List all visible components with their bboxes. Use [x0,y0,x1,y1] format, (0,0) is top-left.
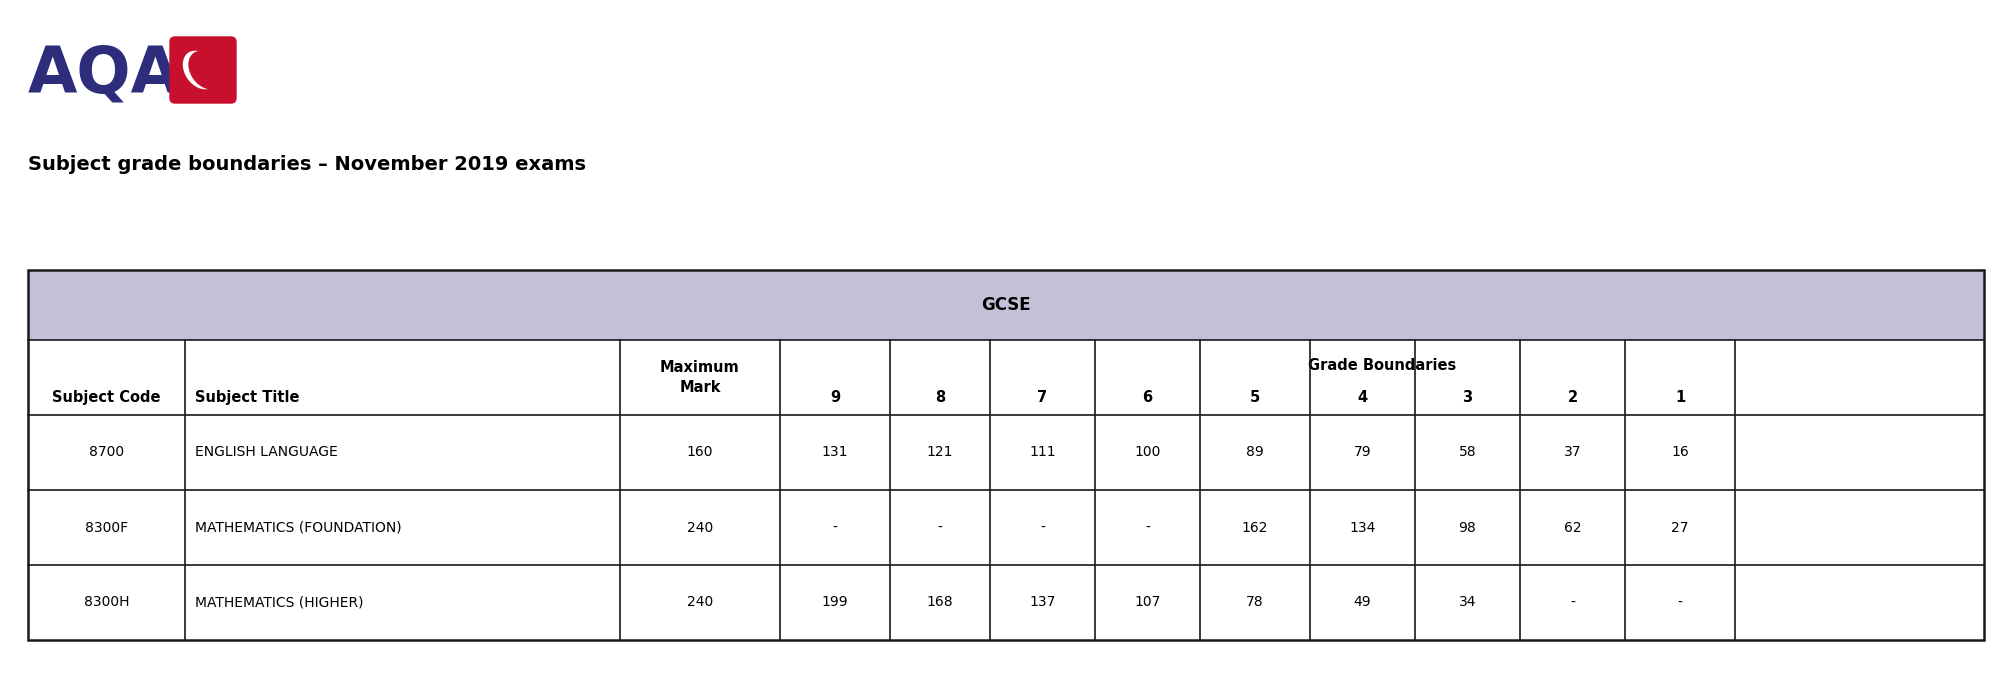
Text: -: - [833,520,837,535]
Text: -: - [1040,520,1044,535]
Bar [28,490,1984,565]
Text: -: - [1678,595,1682,609]
Bar [28,270,1984,340]
Text: 5: 5 [1249,390,1260,405]
Text: 4: 4 [1358,390,1368,405]
Text: 1: 1 [1674,390,1686,405]
Text: ENGLISH LANGUAGE: ENGLISH LANGUAGE [195,446,338,460]
Text: 8700: 8700 [89,446,125,460]
Text: 162: 162 [1241,520,1268,535]
Text: 27: 27 [1672,520,1688,535]
Text: 160: 160 [686,446,712,460]
Text: 100: 100 [1135,446,1161,460]
Text: 8300H: 8300H [85,595,129,609]
Text: 131: 131 [821,446,849,460]
Text: 6: 6 [1143,390,1153,405]
Text: 58: 58 [1459,446,1477,460]
Text: 34: 34 [1459,595,1477,609]
Text: -: - [938,520,942,535]
Text: 111: 111 [1030,446,1056,460]
Text: 8: 8 [936,390,946,405]
Text: 134: 134 [1350,520,1376,535]
Text: Grade Boundaries: Grade Boundaries [1308,358,1457,373]
Text: 137: 137 [1030,595,1056,609]
Bar [28,565,1984,640]
FancyBboxPatch shape [169,37,235,103]
Text: -: - [1145,520,1151,535]
Text: Subject grade boundaries – November 2019 exams: Subject grade boundaries – November 2019… [28,155,585,175]
Text: 3: 3 [1463,390,1473,405]
Text: 8300F: 8300F [85,520,129,535]
Bar [28,415,1984,490]
Text: 16: 16 [1672,446,1688,460]
Bar [28,340,1984,415]
Text: 37: 37 [1563,446,1581,460]
Text: 78: 78 [1245,595,1264,609]
Text: 240: 240 [686,595,712,609]
Text: 98: 98 [1459,520,1477,535]
Text: Subject Code: Subject Code [52,390,161,405]
Text: MATHEMATICS (FOUNDATION): MATHEMATICS (FOUNDATION) [195,520,402,535]
Ellipse shape [183,50,217,89]
Text: 9: 9 [829,390,841,405]
Text: 107: 107 [1135,595,1161,609]
Text: Subject Title: Subject Title [195,390,300,405]
Text: 168: 168 [928,595,954,609]
Text: GCSE: GCSE [982,296,1030,314]
Text: AQA: AQA [28,44,181,106]
Text: 62: 62 [1563,520,1581,535]
Text: Maximum
Mark: Maximum Mark [660,360,740,395]
Text: 89: 89 [1245,446,1264,460]
Text: MATHEMATICS (HIGHER): MATHEMATICS (HIGHER) [195,595,364,609]
Text: 7: 7 [1038,390,1048,405]
Text: 121: 121 [928,446,954,460]
Text: -: - [1569,595,1575,609]
Text: 240: 240 [686,520,712,535]
Text: 199: 199 [821,595,849,609]
Text: 2: 2 [1567,390,1577,405]
Bar [28,270,1984,640]
Text: 49: 49 [1354,595,1372,609]
Text: 79: 79 [1354,446,1372,460]
Ellipse shape [189,50,223,89]
